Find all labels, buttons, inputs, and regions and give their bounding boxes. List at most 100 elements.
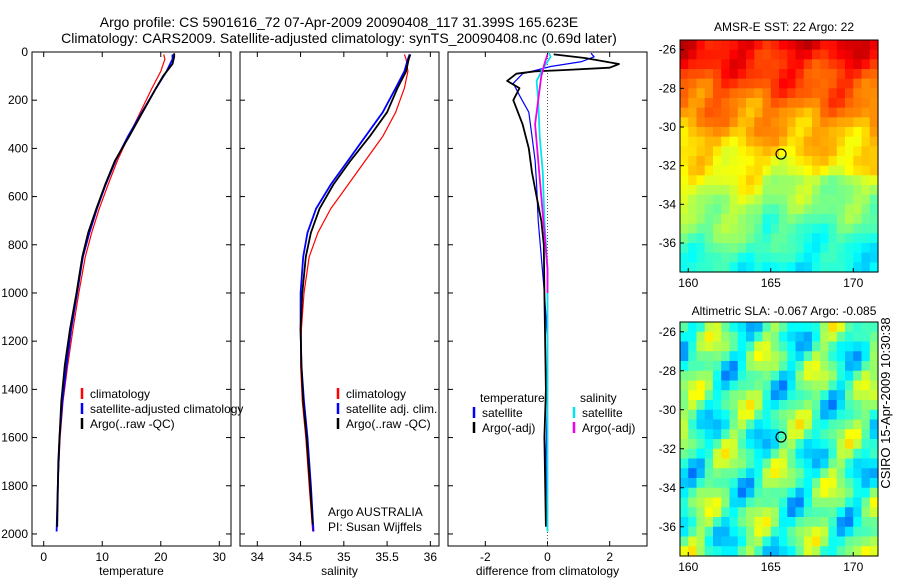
heatmap-cell	[680, 117, 689, 128]
heatmap-cell	[820, 448, 830, 460]
heatmap-cell	[688, 429, 698, 440]
heatmap-cell	[680, 136, 689, 147]
heatmap-cell	[787, 233, 797, 244]
heatmap-cell	[812, 49, 821, 60]
heatmap-cell	[861, 223, 871, 234]
heatmap-cell	[680, 439, 689, 450]
heatmap-cell	[803, 194, 813, 205]
heatmap-cell	[861, 214, 871, 225]
heatmap-cell	[713, 439, 722, 450]
heatmap-cell	[836, 507, 846, 518]
heatmap-cell	[680, 88, 689, 99]
x-tick-label: 34.5	[289, 550, 313, 564]
heatmap-cell	[770, 49, 780, 60]
heatmap-cell	[754, 458, 764, 469]
heatmap-cell	[861, 88, 871, 99]
heatmap-cell	[737, 361, 747, 372]
heatmap-cell	[795, 204, 805, 215]
heatmap-cell	[762, 214, 772, 225]
map-x-tick-label: 170	[843, 276, 863, 290]
heatmap-cell	[853, 478, 863, 489]
heatmap-cell	[680, 409, 689, 421]
heatmap-cell	[820, 175, 830, 186]
heatmap-cell	[795, 40, 805, 51]
heatmap-cell	[812, 361, 821, 372]
heatmap-cell	[770, 146, 780, 157]
heatmap-cell	[853, 536, 863, 547]
heatmap-cell	[754, 214, 764, 225]
x-tick-label: 36	[424, 550, 438, 564]
heatmap-cell	[787, 146, 797, 157]
heatmap-cell	[762, 165, 772, 176]
heatmap-cell	[770, 497, 780, 508]
heatmap-cell	[729, 49, 739, 60]
heatmap-cell	[770, 400, 780, 411]
heatmap-cell	[853, 331, 863, 343]
heatmap-cell	[853, 439, 863, 450]
heatmap-cell	[787, 322, 797, 333]
heatmap-cell	[836, 252, 846, 263]
heatmap-cell	[770, 361, 780, 372]
heatmap-cell	[704, 117, 714, 128]
heatmap-cell	[787, 497, 797, 508]
heatmap-cell	[869, 546, 879, 557]
heatmap-cell	[704, 223, 714, 234]
heatmap-cell	[762, 136, 772, 147]
heatmap-cell	[704, 497, 714, 508]
heatmap-cell	[770, 194, 780, 205]
heatmap-cell	[787, 409, 797, 421]
heatmap-cell	[795, 117, 805, 128]
heatmap-cell	[754, 526, 764, 538]
heatmap-cell	[746, 136, 755, 147]
heatmap-cell	[845, 497, 854, 508]
heatmap-cell	[779, 409, 788, 421]
heatmap-cell	[853, 458, 863, 469]
heatmap-cell	[803, 322, 813, 333]
heatmap-cell	[803, 517, 813, 528]
heatmap-cell	[688, 507, 698, 518]
heatmap-cell	[729, 487, 739, 499]
heatmap-cell	[845, 165, 854, 176]
heatmap-cell	[762, 40, 772, 51]
heatmap-cell	[713, 156, 722, 167]
heatmap-cell	[787, 536, 797, 547]
heatmap-cell	[680, 204, 689, 215]
heatmap-cell	[680, 69, 689, 80]
heatmap-cell	[704, 214, 714, 225]
heatmap-cell	[762, 468, 772, 479]
heatmap-cell	[845, 380, 854, 391]
x-tick-label: 20	[154, 550, 168, 564]
heatmap-cell	[779, 165, 788, 176]
heatmap-cell	[812, 136, 821, 147]
heatmap-cell	[803, 341, 813, 352]
heatmap-cell	[820, 252, 830, 263]
heatmap-cell	[861, 429, 871, 440]
heatmap-cell	[803, 468, 813, 479]
heatmap-cell	[770, 156, 780, 167]
heatmap-cell	[746, 214, 755, 225]
heatmap-cell	[704, 127, 714, 138]
heatmap-cell	[680, 331, 689, 343]
heatmap-cell	[688, 380, 698, 391]
heatmap-cell	[861, 262, 871, 273]
heatmap-cell	[704, 351, 714, 362]
heatmap-cell	[861, 409, 871, 421]
heatmap-cell	[721, 214, 731, 225]
heatmap-cell	[696, 361, 706, 372]
heatmap-cell	[754, 49, 764, 60]
heatmap-cell	[787, 390, 797, 401]
heatmap-cell	[845, 487, 854, 499]
heatmap-cell	[746, 78, 755, 89]
heatmap-cell	[836, 194, 846, 205]
heatmap-cell	[688, 322, 698, 333]
heatmap-cell	[704, 136, 714, 147]
heatmap-cell	[688, 214, 698, 225]
x-tick-label: 35	[337, 550, 351, 564]
heatmap-cell	[803, 497, 813, 508]
heatmap-cell	[729, 136, 739, 147]
heatmap-cell	[812, 390, 821, 401]
heatmap-cell	[770, 380, 780, 391]
heatmap-cell	[721, 526, 731, 538]
heatmap-cell	[812, 517, 821, 528]
heatmap-cell	[828, 233, 838, 244]
